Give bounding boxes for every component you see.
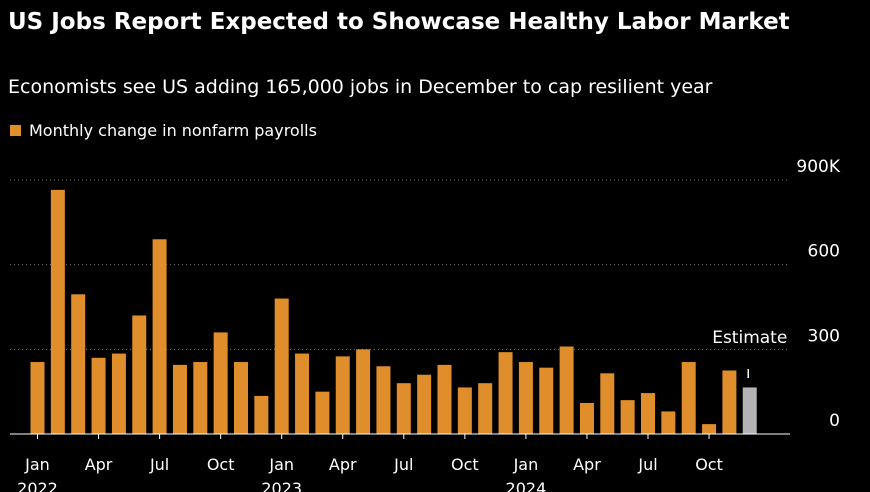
bar [681,362,696,434]
bar [71,294,86,434]
bar [254,395,269,434]
x-tick-label: Jul [149,455,169,474]
bar [457,387,472,434]
bar [295,353,310,434]
y-tick-label: 0 [829,411,840,431]
x-tick-label: Jan [513,455,539,474]
bar [50,189,65,434]
x-tick-label: Jan [268,455,294,474]
x-tick-label: Jul [393,455,413,474]
y-tick-label: 900K [796,157,840,177]
x-tick-label: Oct [451,455,479,474]
x-tick-label: Apr [573,455,601,474]
x-tick-label: Apr [85,455,113,474]
bar [478,383,493,434]
chart-title: US Jobs Report Expected to Showcase Heal… [8,9,790,35]
bar [498,352,513,434]
legend-label: Monthly change in nonfarm payrolls [29,120,317,140]
bar [376,366,391,434]
bar [518,362,533,434]
x-tick-label: Apr [329,455,357,474]
bar [702,424,717,434]
x-tick-year-label: 2024 [506,479,547,492]
y-tick-label: 600 [808,242,840,262]
bar [315,391,330,434]
x-tick-label: Oct [207,455,235,474]
y-tick-label: 300 [808,326,840,346]
chart-subtitle: Economists see US adding 165,000 jobs in… [8,76,713,98]
bar [274,298,289,434]
bar [30,362,45,434]
bar [600,373,615,434]
x-tick-label: Oct [695,455,723,474]
bar [661,411,676,434]
legend: Monthly change in nonfarm payrolls [10,119,317,141]
x-tick-label: Jan [24,455,50,474]
bar [234,362,248,434]
bar [91,357,106,434]
bar [579,402,594,434]
bar [539,367,554,434]
estimate-annotation: Estimate [712,328,787,348]
bar [132,315,147,434]
bar [335,356,350,434]
bar [193,362,208,434]
bar [559,346,574,434]
bar [722,370,737,434]
x-tick-year-label: 2022 [17,479,58,492]
bar [417,374,432,434]
legend-swatch [10,124,21,136]
bar [152,239,167,434]
bar [213,332,228,434]
x-tick-year-label: 2023 [261,479,302,492]
bar [111,353,126,434]
x-tick-label: Jul [637,455,657,474]
estimate-bar [742,387,757,434]
bar [356,349,371,434]
bar [396,383,411,434]
bar [620,400,635,434]
bar [641,393,655,434]
bar [437,364,452,434]
bar [172,364,187,434]
